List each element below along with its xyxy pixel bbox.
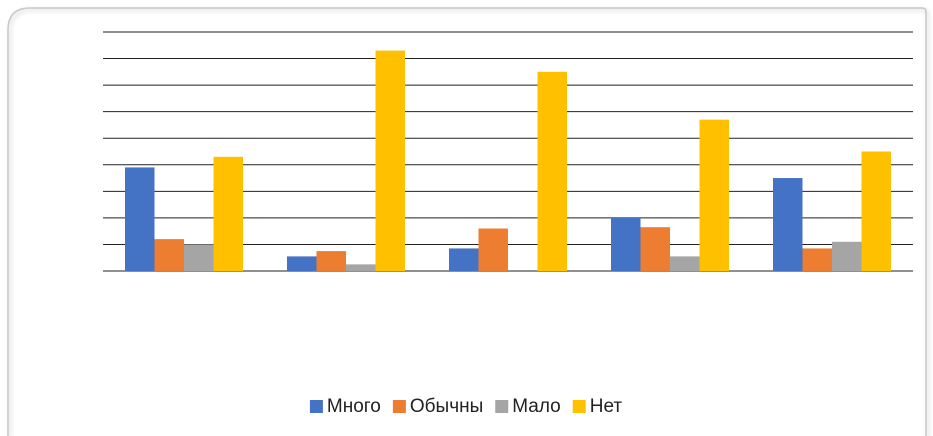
bar bbox=[861, 151, 891, 271]
bar bbox=[611, 217, 641, 271]
bar bbox=[670, 256, 700, 271]
bar bbox=[699, 119, 729, 271]
bar bbox=[287, 256, 317, 271]
legend-label: Нет bbox=[590, 396, 623, 417]
bar bbox=[125, 167, 155, 271]
bar bbox=[213, 156, 243, 271]
bar bbox=[449, 248, 479, 271]
bar bbox=[478, 228, 508, 271]
legend-label: Обычны bbox=[410, 396, 483, 417]
bar bbox=[154, 239, 184, 271]
legend-swatch bbox=[572, 400, 586, 413]
bar bbox=[316, 251, 346, 271]
bar bbox=[537, 71, 567, 271]
bar bbox=[346, 264, 376, 271]
bar bbox=[773, 178, 803, 271]
bar bbox=[375, 50, 405, 271]
bar bbox=[184, 244, 214, 271]
legend-swatch bbox=[392, 400, 406, 413]
legend-label: Мало bbox=[512, 396, 560, 417]
legend-swatch bbox=[309, 400, 323, 413]
bar bbox=[832, 241, 862, 271]
legend-swatch bbox=[495, 400, 509, 413]
card-border bbox=[7, 7, 927, 436]
bar bbox=[802, 248, 832, 271]
bar bbox=[640, 227, 670, 271]
legend-label: Много bbox=[327, 396, 381, 417]
